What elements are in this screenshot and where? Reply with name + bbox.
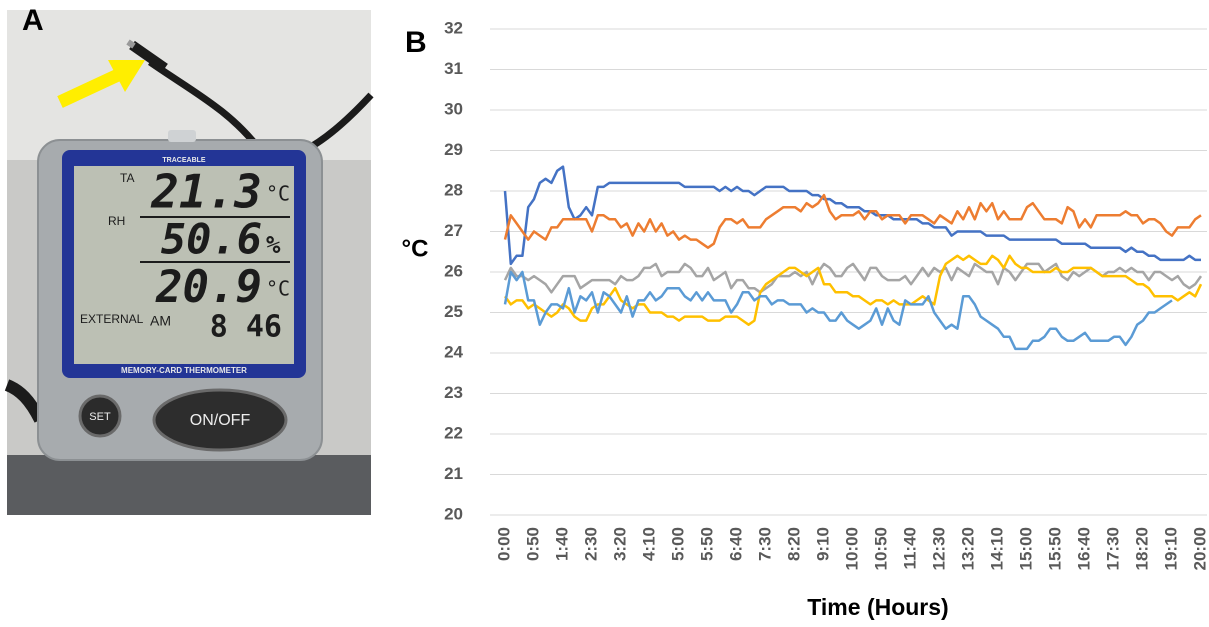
x-tick-label: 0:50 [523, 527, 542, 561]
reading-value: 20.9 [155, 262, 262, 313]
arrow-shaft [57, 69, 121, 108]
set-button [78, 394, 122, 438]
x-tick-label: 12:30 [929, 527, 948, 570]
y-tick-label: 23 [444, 383, 463, 402]
x-tick-label: 14:10 [987, 527, 1006, 570]
x-tick-label: 15:50 [1045, 527, 1064, 570]
y-tick-label: 22 [444, 423, 463, 442]
y-tick-label: 31 [444, 59, 463, 78]
y-tick-label: 28 [444, 180, 463, 199]
photo-panel: TRACEABLE MEMORY-CARD THERMOMETER TA 21.… [4, 4, 374, 515]
x-tick-label: 16:40 [1074, 527, 1093, 570]
series-line [503, 254, 1203, 326]
reading-label: TA [120, 171, 134, 185]
probe-tip [126, 39, 136, 49]
reading-label: RH [108, 214, 125, 228]
series-line [503, 270, 1173, 351]
x-tick-label: 4:10 [639, 527, 658, 561]
x-tick-label: 18:20 [1132, 527, 1151, 570]
y-tick-label: 20 [444, 504, 463, 523]
y-tick-label: 21 [444, 464, 463, 483]
y-axis-label: °C [402, 235, 429, 262]
brand: TRACEABLE [162, 157, 205, 164]
x-tick-label: 13:20 [958, 527, 977, 570]
clock: 8 46 [210, 310, 282, 345]
onoff-label: ON/OFF [190, 412, 251, 429]
series-line [503, 262, 1203, 294]
x-tick-label: 15:00 [1016, 527, 1035, 570]
x-tick-label: 2:30 [581, 527, 600, 561]
reading-unit: °C [266, 182, 290, 206]
x-tick-label: 6:40 [726, 527, 745, 561]
ampm: AM [150, 313, 171, 329]
probe-sleeve [129, 40, 168, 73]
panel-label: A [22, 4, 44, 37]
x-tick-label: 19:10 [1161, 527, 1180, 570]
y-tick-label: 30 [444, 99, 463, 118]
y-tick-label: 29 [444, 140, 463, 159]
x-tick-label: 5:00 [668, 527, 687, 561]
x-tick-label: 17:30 [1103, 527, 1122, 570]
x-tick-label: 7:30 [755, 527, 774, 561]
device-hook [168, 130, 196, 142]
arrow-head [108, 60, 145, 92]
y-tick-label: 32 [444, 18, 463, 37]
x-tick-label: 1:40 [552, 527, 571, 561]
onoff-button [152, 388, 288, 452]
series-line [503, 193, 1202, 249]
model: MEMORY-CARD THERMOMETER [121, 366, 247, 375]
x-tick-label: 10:00 [842, 527, 861, 570]
series-line [503, 165, 1201, 266]
reading-unit: °C [266, 277, 290, 301]
x-tick-label: 20:00 [1190, 527, 1209, 570]
reading-unit: % [266, 231, 281, 259]
x-tick-label: 3:20 [610, 527, 629, 561]
floor-shadow [7, 455, 371, 515]
x-tick-label: 9:10 [813, 527, 832, 561]
set-label: SET [89, 411, 111, 423]
x-tick-label: 0:00 [494, 527, 513, 561]
reading-value: 21.3 [150, 165, 262, 219]
lcd-screen [74, 166, 294, 364]
chart-panel: B °C Time (Hours) 20 21 22 23 24 25 26 27 28 29 30… [402, 18, 1209, 620]
external-label: EXTERNAL [80, 312, 144, 326]
x-axis-label: Time (Hours) [807, 594, 948, 620]
x-tick-label: 10:50 [871, 527, 890, 570]
y-tick-label: 24 [444, 342, 463, 361]
reading-value: 50.6 [161, 215, 262, 264]
x-tick-label: 11:40 [900, 527, 919, 570]
y-tick-label: 27 [444, 221, 463, 240]
panel-label: B [405, 26, 427, 59]
y-tick-label: 26 [444, 261, 463, 280]
x-tick-label: 5:50 [697, 527, 716, 561]
x-tick-label: 8:20 [784, 527, 803, 561]
y-tick-label: 25 [444, 302, 463, 321]
